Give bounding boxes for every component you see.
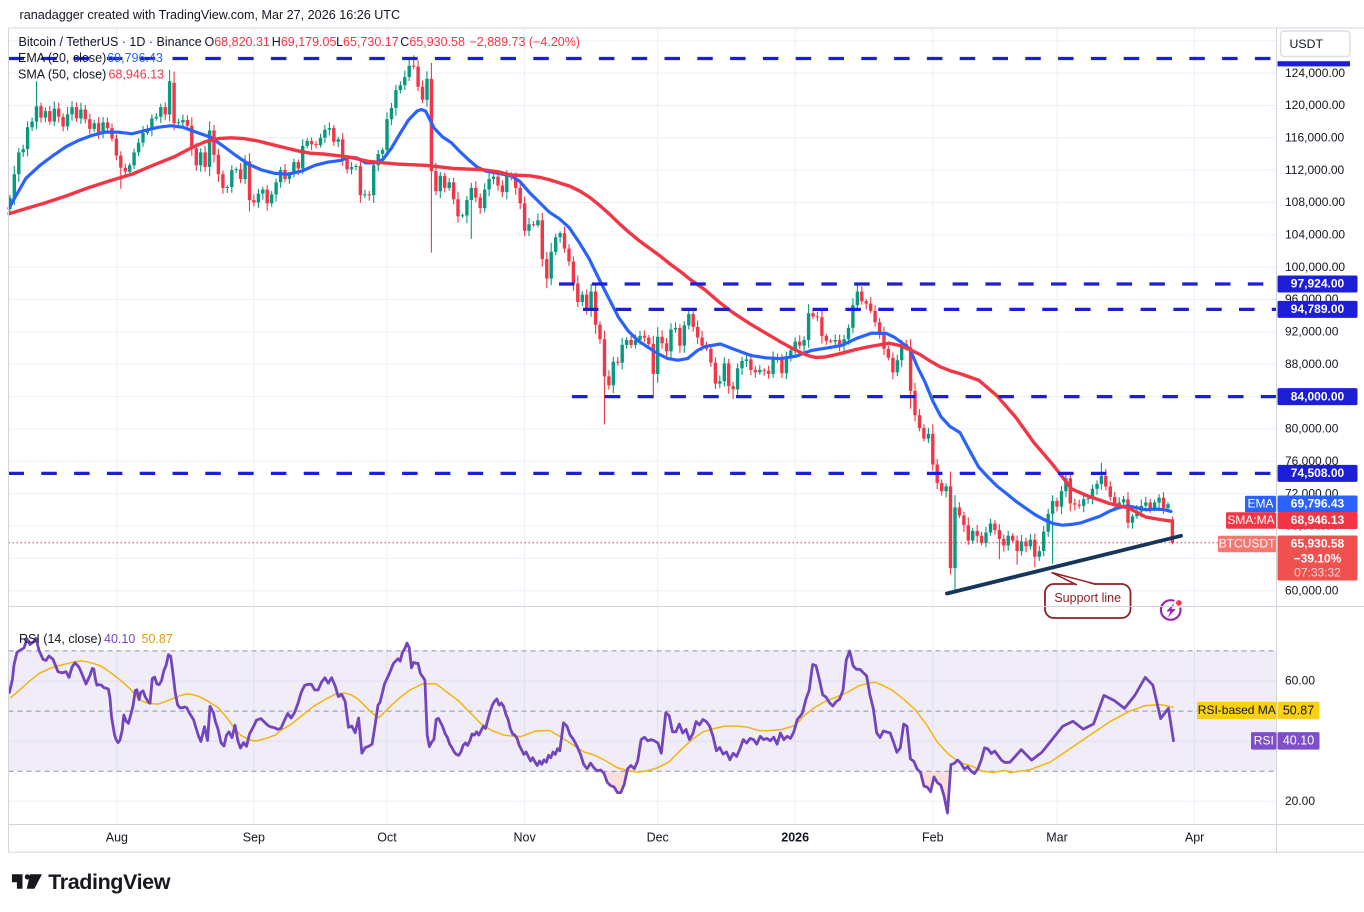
svg-text:104,000.00: 104,000.00 — [1285, 228, 1345, 242]
svg-text:07:33:32: 07:33:32 — [1294, 566, 1341, 580]
svg-text:60.00: 60.00 — [1285, 674, 1315, 688]
svg-text:69,796.43: 69,796.43 — [1291, 497, 1345, 511]
svg-text:20.00: 20.00 — [1285, 794, 1315, 808]
svg-text:112,000.00: 112,000.00 — [1285, 163, 1344, 177]
svg-text:88,000.00: 88,000.00 — [1285, 357, 1339, 371]
svg-text:EMA (20, close): EMA (20, close) — [18, 51, 106, 65]
svg-text:SMA:MA: SMA:MA — [1227, 513, 1274, 527]
svg-text:SMA (50, close): SMA (50, close) — [18, 67, 106, 81]
svg-text:94,789.00: 94,789.00 — [1291, 302, 1345, 316]
svg-text:L65,730.17: L65,730.17 — [336, 35, 399, 49]
svg-text:RSI (14, close): RSI (14, close) — [19, 632, 102, 646]
svg-text:108,000.00: 108,000.00 — [1285, 195, 1345, 209]
svg-text:116,000.00: 116,000.00 — [1285, 130, 1344, 144]
svg-text:RSI: RSI — [1254, 734, 1274, 748]
svg-text:RSI-based MA: RSI-based MA — [1198, 703, 1276, 717]
svg-text:68,946.13: 68,946.13 — [1291, 513, 1345, 527]
svg-text:120,000.00: 120,000.00 — [1285, 98, 1345, 112]
svg-text:ranadagger created with Tradin: ranadagger created with TradingView.com,… — [20, 8, 401, 22]
svg-text:97,924.00: 97,924.00 — [1291, 277, 1345, 291]
svg-text:Mar: Mar — [1046, 830, 1068, 844]
svg-text:100,000.00: 100,000.00 — [1285, 260, 1345, 274]
svg-text:Support line: Support line — [1054, 591, 1121, 605]
svg-text:92,000.00: 92,000.00 — [1285, 325, 1339, 339]
svg-text:Dec: Dec — [647, 830, 669, 844]
svg-text:60,000.00: 60,000.00 — [1285, 583, 1339, 597]
svg-text:80,000.00: 80,000.00 — [1285, 422, 1339, 436]
svg-text:Bitcoin / TetherUS · 1D · Bina: Bitcoin / TetherUS · 1D · Binance — [19, 35, 202, 49]
svg-text:Apr: Apr — [1185, 830, 1204, 844]
svg-text:−39.10%: −39.10% — [1294, 552, 1342, 566]
svg-text:Feb: Feb — [922, 830, 944, 844]
svg-text:O68,820.31: O68,820.31 — [205, 35, 270, 49]
svg-text:50.87: 50.87 — [142, 632, 173, 646]
svg-text:84,000.00: 84,000.00 — [1291, 389, 1345, 403]
svg-text:Aug: Aug — [106, 830, 128, 844]
svg-text:76,000.00: 76,000.00 — [1285, 454, 1339, 468]
svg-text:BTCUSDT: BTCUSDT — [1219, 537, 1276, 551]
svg-text:40.10: 40.10 — [104, 632, 135, 646]
svg-text:68,946.13: 68,946.13 — [109, 67, 165, 81]
svg-text:TradingView: TradingView — [48, 870, 171, 894]
svg-text:2026: 2026 — [781, 830, 809, 844]
svg-text:−2,889.73 (−4.20%): −2,889.73 (−4.20%) — [470, 35, 581, 49]
svg-text:H69,179.05: H69,179.05 — [272, 35, 337, 49]
svg-text:69,796.43: 69,796.43 — [107, 51, 163, 65]
svg-text:C65,930.58: C65,930.58 — [400, 35, 465, 49]
svg-text:65,930.58: 65,930.58 — [1291, 537, 1345, 551]
svg-text:EMA: EMA — [1247, 497, 1273, 511]
svg-text:124,000.00: 124,000.00 — [1285, 66, 1345, 80]
svg-text:74,508.00: 74,508.00 — [1291, 466, 1345, 480]
svg-text:USDT: USDT — [1290, 37, 1324, 51]
svg-text:50.87: 50.87 — [1283, 703, 1314, 717]
svg-text:Sep: Sep — [243, 830, 265, 844]
svg-text:40.10: 40.10 — [1283, 734, 1314, 748]
svg-text:Oct: Oct — [377, 830, 397, 844]
svg-text:Nov: Nov — [513, 830, 536, 844]
